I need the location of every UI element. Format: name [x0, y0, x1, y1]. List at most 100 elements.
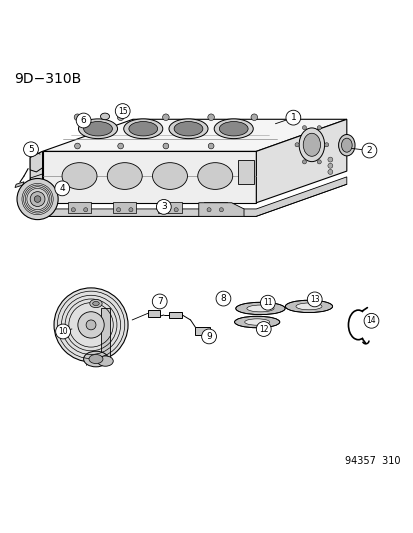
Polygon shape: [15, 182, 24, 188]
Polygon shape: [30, 177, 346, 216]
Circle shape: [306, 292, 321, 307]
Circle shape: [55, 324, 70, 339]
Circle shape: [161, 208, 166, 212]
Text: 11: 11: [263, 298, 272, 307]
Polygon shape: [113, 202, 136, 213]
Circle shape: [301, 160, 306, 164]
Ellipse shape: [93, 302, 99, 305]
Ellipse shape: [89, 354, 103, 364]
Ellipse shape: [285, 300, 332, 312]
Text: 3: 3: [161, 203, 166, 212]
Circle shape: [116, 208, 120, 212]
Ellipse shape: [246, 305, 273, 312]
Text: 7: 7: [157, 297, 162, 306]
Text: 9: 9: [206, 332, 211, 341]
Ellipse shape: [302, 133, 320, 156]
Polygon shape: [147, 310, 159, 317]
Circle shape: [163, 143, 169, 149]
Circle shape: [17, 179, 58, 220]
Ellipse shape: [244, 319, 269, 325]
Circle shape: [207, 114, 214, 120]
Polygon shape: [68, 202, 91, 213]
Polygon shape: [256, 119, 346, 203]
Circle shape: [363, 313, 378, 328]
Polygon shape: [88, 302, 103, 361]
Ellipse shape: [219, 122, 247, 136]
Circle shape: [316, 160, 320, 164]
Polygon shape: [158, 202, 181, 213]
Ellipse shape: [83, 122, 112, 136]
Circle shape: [86, 320, 96, 330]
Ellipse shape: [197, 163, 232, 189]
Ellipse shape: [341, 138, 351, 152]
Ellipse shape: [78, 119, 117, 139]
Circle shape: [156, 199, 171, 214]
Text: 14: 14: [366, 316, 375, 325]
Polygon shape: [203, 202, 226, 213]
Circle shape: [324, 143, 328, 147]
Circle shape: [206, 208, 211, 212]
Text: 2: 2: [366, 146, 371, 155]
Text: 8: 8: [220, 294, 226, 303]
Circle shape: [294, 114, 300, 120]
Ellipse shape: [62, 163, 97, 189]
Text: 94357  310: 94357 310: [344, 456, 399, 466]
Ellipse shape: [169, 119, 207, 139]
Circle shape: [55, 181, 69, 196]
Circle shape: [327, 163, 332, 168]
Circle shape: [201, 329, 216, 344]
Ellipse shape: [235, 302, 285, 314]
Ellipse shape: [214, 119, 253, 139]
Circle shape: [117, 143, 123, 149]
Circle shape: [301, 126, 306, 130]
Polygon shape: [237, 159, 254, 184]
Circle shape: [327, 169, 332, 174]
Text: 13: 13: [309, 295, 319, 304]
Circle shape: [76, 113, 91, 128]
Ellipse shape: [152, 163, 187, 189]
Text: 9D−310B: 9D−310B: [14, 72, 81, 86]
Ellipse shape: [234, 316, 279, 328]
Ellipse shape: [295, 303, 321, 310]
Polygon shape: [43, 119, 346, 151]
Circle shape: [117, 114, 123, 120]
Circle shape: [74, 143, 80, 149]
Ellipse shape: [128, 122, 157, 136]
Polygon shape: [169, 312, 182, 318]
Ellipse shape: [97, 356, 113, 366]
Circle shape: [74, 114, 81, 120]
Text: 10: 10: [58, 327, 68, 336]
Ellipse shape: [338, 134, 354, 156]
Circle shape: [24, 142, 38, 157]
Circle shape: [208, 143, 214, 149]
Polygon shape: [30, 151, 43, 209]
Polygon shape: [30, 151, 43, 172]
Circle shape: [78, 312, 104, 338]
Circle shape: [128, 208, 133, 212]
Circle shape: [54, 288, 128, 362]
Circle shape: [256, 321, 271, 336]
Circle shape: [34, 196, 41, 203]
Circle shape: [260, 295, 275, 310]
Circle shape: [327, 157, 332, 162]
Polygon shape: [43, 151, 256, 203]
Circle shape: [152, 294, 167, 309]
Text: 1: 1: [290, 113, 296, 122]
Circle shape: [285, 110, 300, 125]
Polygon shape: [198, 203, 243, 216]
Circle shape: [316, 126, 320, 130]
Ellipse shape: [100, 113, 109, 120]
Text: 15: 15: [118, 107, 127, 116]
Circle shape: [83, 208, 88, 212]
Text: 5: 5: [28, 145, 34, 154]
Circle shape: [30, 192, 45, 206]
Circle shape: [174, 208, 178, 212]
Circle shape: [162, 114, 169, 120]
Text: 12: 12: [259, 325, 268, 334]
Ellipse shape: [90, 300, 102, 308]
Polygon shape: [101, 309, 109, 362]
Circle shape: [361, 143, 376, 158]
Circle shape: [216, 291, 230, 306]
Circle shape: [250, 114, 257, 120]
Circle shape: [115, 103, 130, 118]
